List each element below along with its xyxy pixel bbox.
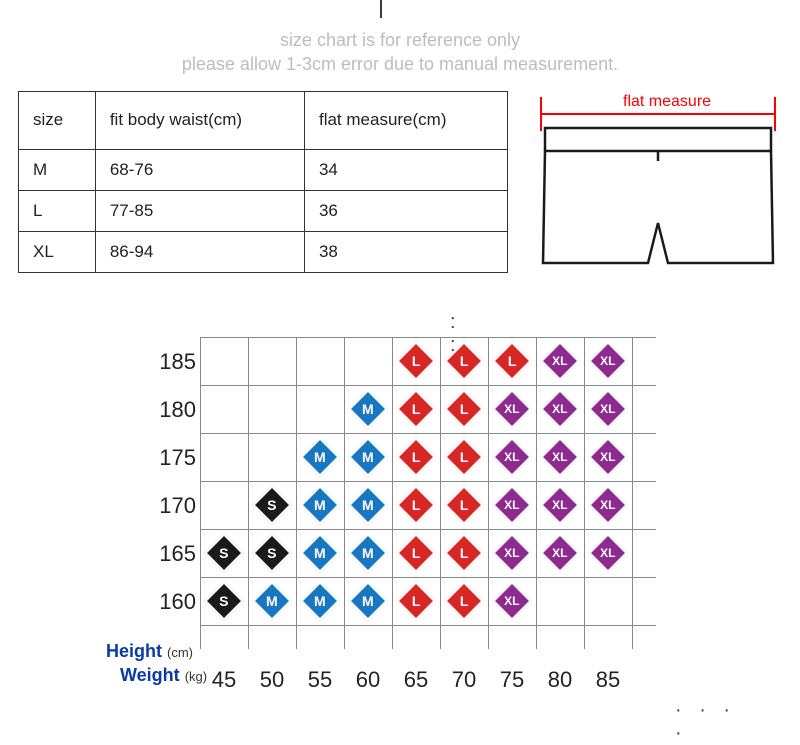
x-axis-tick: 45 bbox=[200, 667, 248, 693]
header-note: size chart is for reference only please … bbox=[0, 18, 800, 91]
x-axis-title: Weight (kg) bbox=[120, 665, 207, 686]
x-axis-tick: 75 bbox=[488, 667, 536, 693]
size-table: sizefit body waist(cm)flat measure(cm) M… bbox=[18, 91, 508, 273]
table-cell: XL bbox=[19, 231, 96, 272]
y-axis-tick: 180 bbox=[148, 397, 196, 423]
x-axis-tick: 70 bbox=[440, 667, 488, 693]
flat-measure-label: flat measure bbox=[623, 93, 711, 111]
y-axis-tick: 160 bbox=[148, 589, 196, 615]
size-table-body: M68-7634L77-8536XL86-9438 bbox=[19, 149, 508, 272]
measure-span-line bbox=[540, 113, 776, 115]
table-cell: 77-85 bbox=[95, 190, 304, 231]
y-axis-tick: 175 bbox=[148, 445, 196, 471]
y-axis-tick: 170 bbox=[148, 493, 196, 519]
table-cell: 38 bbox=[304, 231, 507, 272]
table-row: M68-7634 bbox=[19, 149, 508, 190]
x-axis-tick: 60 bbox=[344, 667, 392, 693]
table-cell: 36 bbox=[304, 190, 507, 231]
size-table-header: fit body waist(cm) bbox=[95, 91, 304, 149]
recommendation-chart: :: Height (cm) Weight (kg) · · · · 18518… bbox=[40, 307, 760, 727]
table-cell: M bbox=[19, 149, 96, 190]
size-table-header-row: sizefit body waist(cm)flat measure(cm) bbox=[19, 91, 508, 149]
header-line-1: size chart is for reference only bbox=[0, 28, 800, 52]
y-axis-title: Height (cm) bbox=[106, 641, 193, 662]
size-table-header: size bbox=[19, 91, 96, 149]
table-cell: 86-94 bbox=[95, 231, 304, 272]
shorts-outline bbox=[540, 123, 776, 273]
x-axis-tick: 80 bbox=[536, 667, 584, 693]
table-row: XL86-9438 bbox=[19, 231, 508, 272]
y-axis-tick: 165 bbox=[148, 541, 196, 567]
x-axis-tick: 85 bbox=[584, 667, 632, 693]
table-cell: 68-76 bbox=[95, 149, 304, 190]
table-cell: L bbox=[19, 190, 96, 231]
table-row: L77-8536 bbox=[19, 190, 508, 231]
flat-measure-diagram: flat measure bbox=[518, 91, 782, 281]
x-axis-tick: 50 bbox=[248, 667, 296, 693]
top-divider bbox=[0, 0, 800, 18]
table-cell: 34 bbox=[304, 149, 507, 190]
y-axis-tick: 185 bbox=[148, 349, 196, 375]
x-axis-tick: 55 bbox=[296, 667, 344, 693]
ellipsis-right: · · · · bbox=[675, 699, 760, 745]
header-line-2: please allow 1-3cm error due to manual m… bbox=[0, 52, 800, 76]
x-axis-tick: 65 bbox=[392, 667, 440, 693]
size-table-header: flat measure(cm) bbox=[304, 91, 507, 149]
